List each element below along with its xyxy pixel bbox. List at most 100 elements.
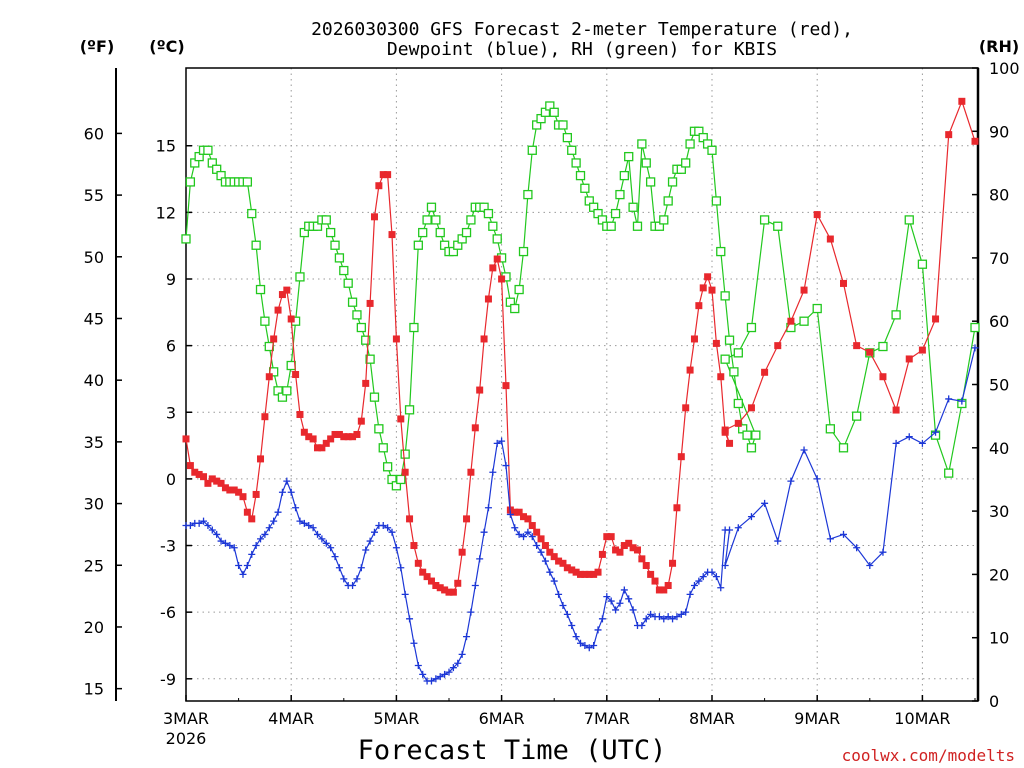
rh-point bbox=[742, 430, 752, 440]
temperature-point bbox=[524, 515, 532, 523]
temperature-point bbox=[633, 546, 641, 554]
dewpoint-point bbox=[349, 582, 357, 590]
temperature-point bbox=[625, 539, 633, 547]
dewpoint-point bbox=[660, 615, 668, 623]
rh-point bbox=[295, 272, 305, 282]
temperature-point bbox=[423, 573, 431, 581]
rh-point bbox=[729, 367, 739, 377]
rh-point bbox=[185, 177, 196, 187]
rh-tick-label: 20 bbox=[989, 565, 1009, 584]
temperature-point bbox=[331, 430, 339, 438]
temperature-point bbox=[309, 435, 317, 443]
dewpoint-point bbox=[625, 595, 633, 603]
rh-point bbox=[382, 462, 393, 472]
dewpoint-point bbox=[366, 537, 374, 545]
rh-point bbox=[203, 145, 213, 155]
rh-point bbox=[527, 145, 537, 155]
dewpoint-point bbox=[204, 522, 212, 530]
temperature-point bbox=[664, 582, 672, 590]
dewpoint-point bbox=[401, 590, 409, 598]
grid-lines bbox=[186, 68, 978, 701]
rh-point bbox=[685, 139, 695, 149]
rh-tick-label: 90 bbox=[989, 122, 1009, 141]
celsius-tick-label: 0 bbox=[166, 470, 176, 489]
temperature-point bbox=[239, 493, 247, 501]
dewpoint-point bbox=[379, 522, 387, 530]
temperature-point bbox=[261, 413, 269, 421]
dewpoint-point bbox=[528, 533, 536, 541]
dewpoint-point bbox=[261, 530, 269, 538]
dewpoint-point bbox=[546, 568, 554, 576]
temperature-point bbox=[498, 275, 506, 283]
temperature-point bbox=[344, 433, 352, 441]
dewpoint-point bbox=[195, 519, 203, 527]
dewpoint-point bbox=[800, 446, 808, 454]
temperature-point bbox=[292, 371, 300, 379]
rh-point bbox=[418, 227, 428, 238]
dewpoint-point bbox=[410, 639, 418, 647]
temperature-point bbox=[638, 555, 646, 563]
rh-tick-label: 100 bbox=[989, 59, 1020, 78]
temperature-point bbox=[879, 373, 887, 381]
rh-point bbox=[645, 177, 656, 187]
temperature-point bbox=[200, 473, 208, 481]
dewpoint-point bbox=[208, 526, 216, 534]
temperature-point bbox=[971, 137, 979, 145]
dewpoint-point bbox=[537, 548, 545, 556]
rh-point bbox=[422, 215, 432, 225]
temperature-point bbox=[515, 508, 523, 516]
celsius-tick-label: -3 bbox=[160, 537, 176, 556]
rh-point bbox=[799, 316, 809, 326]
dewpoint-point bbox=[594, 626, 602, 634]
celsius-tick-label: 3 bbox=[166, 403, 176, 422]
dewpoint-point bbox=[840, 530, 847, 538]
rh-point bbox=[716, 246, 726, 257]
temperature-point bbox=[357, 417, 365, 425]
temperature-point bbox=[673, 504, 681, 512]
dewpoint-point bbox=[217, 537, 225, 545]
dewpoint-line bbox=[186, 347, 976, 682]
rh-point bbox=[878, 341, 888, 352]
dewpoint-point bbox=[445, 668, 453, 676]
temperature-point bbox=[436, 584, 444, 592]
rh-point bbox=[891, 310, 901, 320]
rh-point bbox=[610, 208, 621, 219]
rh-point bbox=[514, 284, 524, 295]
rh-point bbox=[580, 183, 590, 193]
rh-point bbox=[330, 240, 340, 250]
temperature-point bbox=[958, 97, 966, 105]
dewpoint-point bbox=[318, 535, 326, 543]
temperature-point bbox=[647, 570, 655, 578]
temperature-point bbox=[318, 444, 326, 452]
rh-point bbox=[632, 221, 643, 231]
dewpoint-point bbox=[314, 530, 321, 538]
temperature-point bbox=[379, 171, 387, 179]
temperature-point bbox=[594, 568, 602, 576]
dewpoint-point bbox=[414, 661, 422, 669]
rh-point bbox=[575, 170, 586, 181]
dewpoint-point bbox=[826, 535, 834, 543]
rh-point bbox=[558, 120, 568, 130]
rh-point bbox=[746, 322, 757, 333]
rh-point bbox=[641, 158, 651, 168]
temperature-point bbox=[449, 588, 457, 596]
dewpoint-point bbox=[331, 553, 339, 561]
temperature-point bbox=[892, 406, 900, 414]
dewpoint-point bbox=[590, 641, 598, 649]
x-tick-label: 10MAR bbox=[894, 709, 950, 728]
dewpoint-point bbox=[695, 577, 703, 585]
temperature-point bbox=[480, 335, 488, 343]
rh-point bbox=[724, 335, 735, 345]
dewpoint-point bbox=[550, 577, 558, 585]
dewpoint-point bbox=[717, 584, 725, 592]
temperature-point bbox=[274, 306, 282, 314]
dewpoint-point bbox=[747, 513, 755, 521]
temperature-point bbox=[620, 542, 628, 550]
dewpoint-point bbox=[708, 568, 716, 576]
temperature-point bbox=[932, 315, 940, 323]
temperature-point bbox=[432, 582, 440, 590]
dewpoint-point bbox=[427, 677, 435, 685]
dewpoint-point bbox=[296, 517, 304, 525]
temperature-point bbox=[213, 477, 221, 485]
temperature-point bbox=[476, 386, 484, 394]
